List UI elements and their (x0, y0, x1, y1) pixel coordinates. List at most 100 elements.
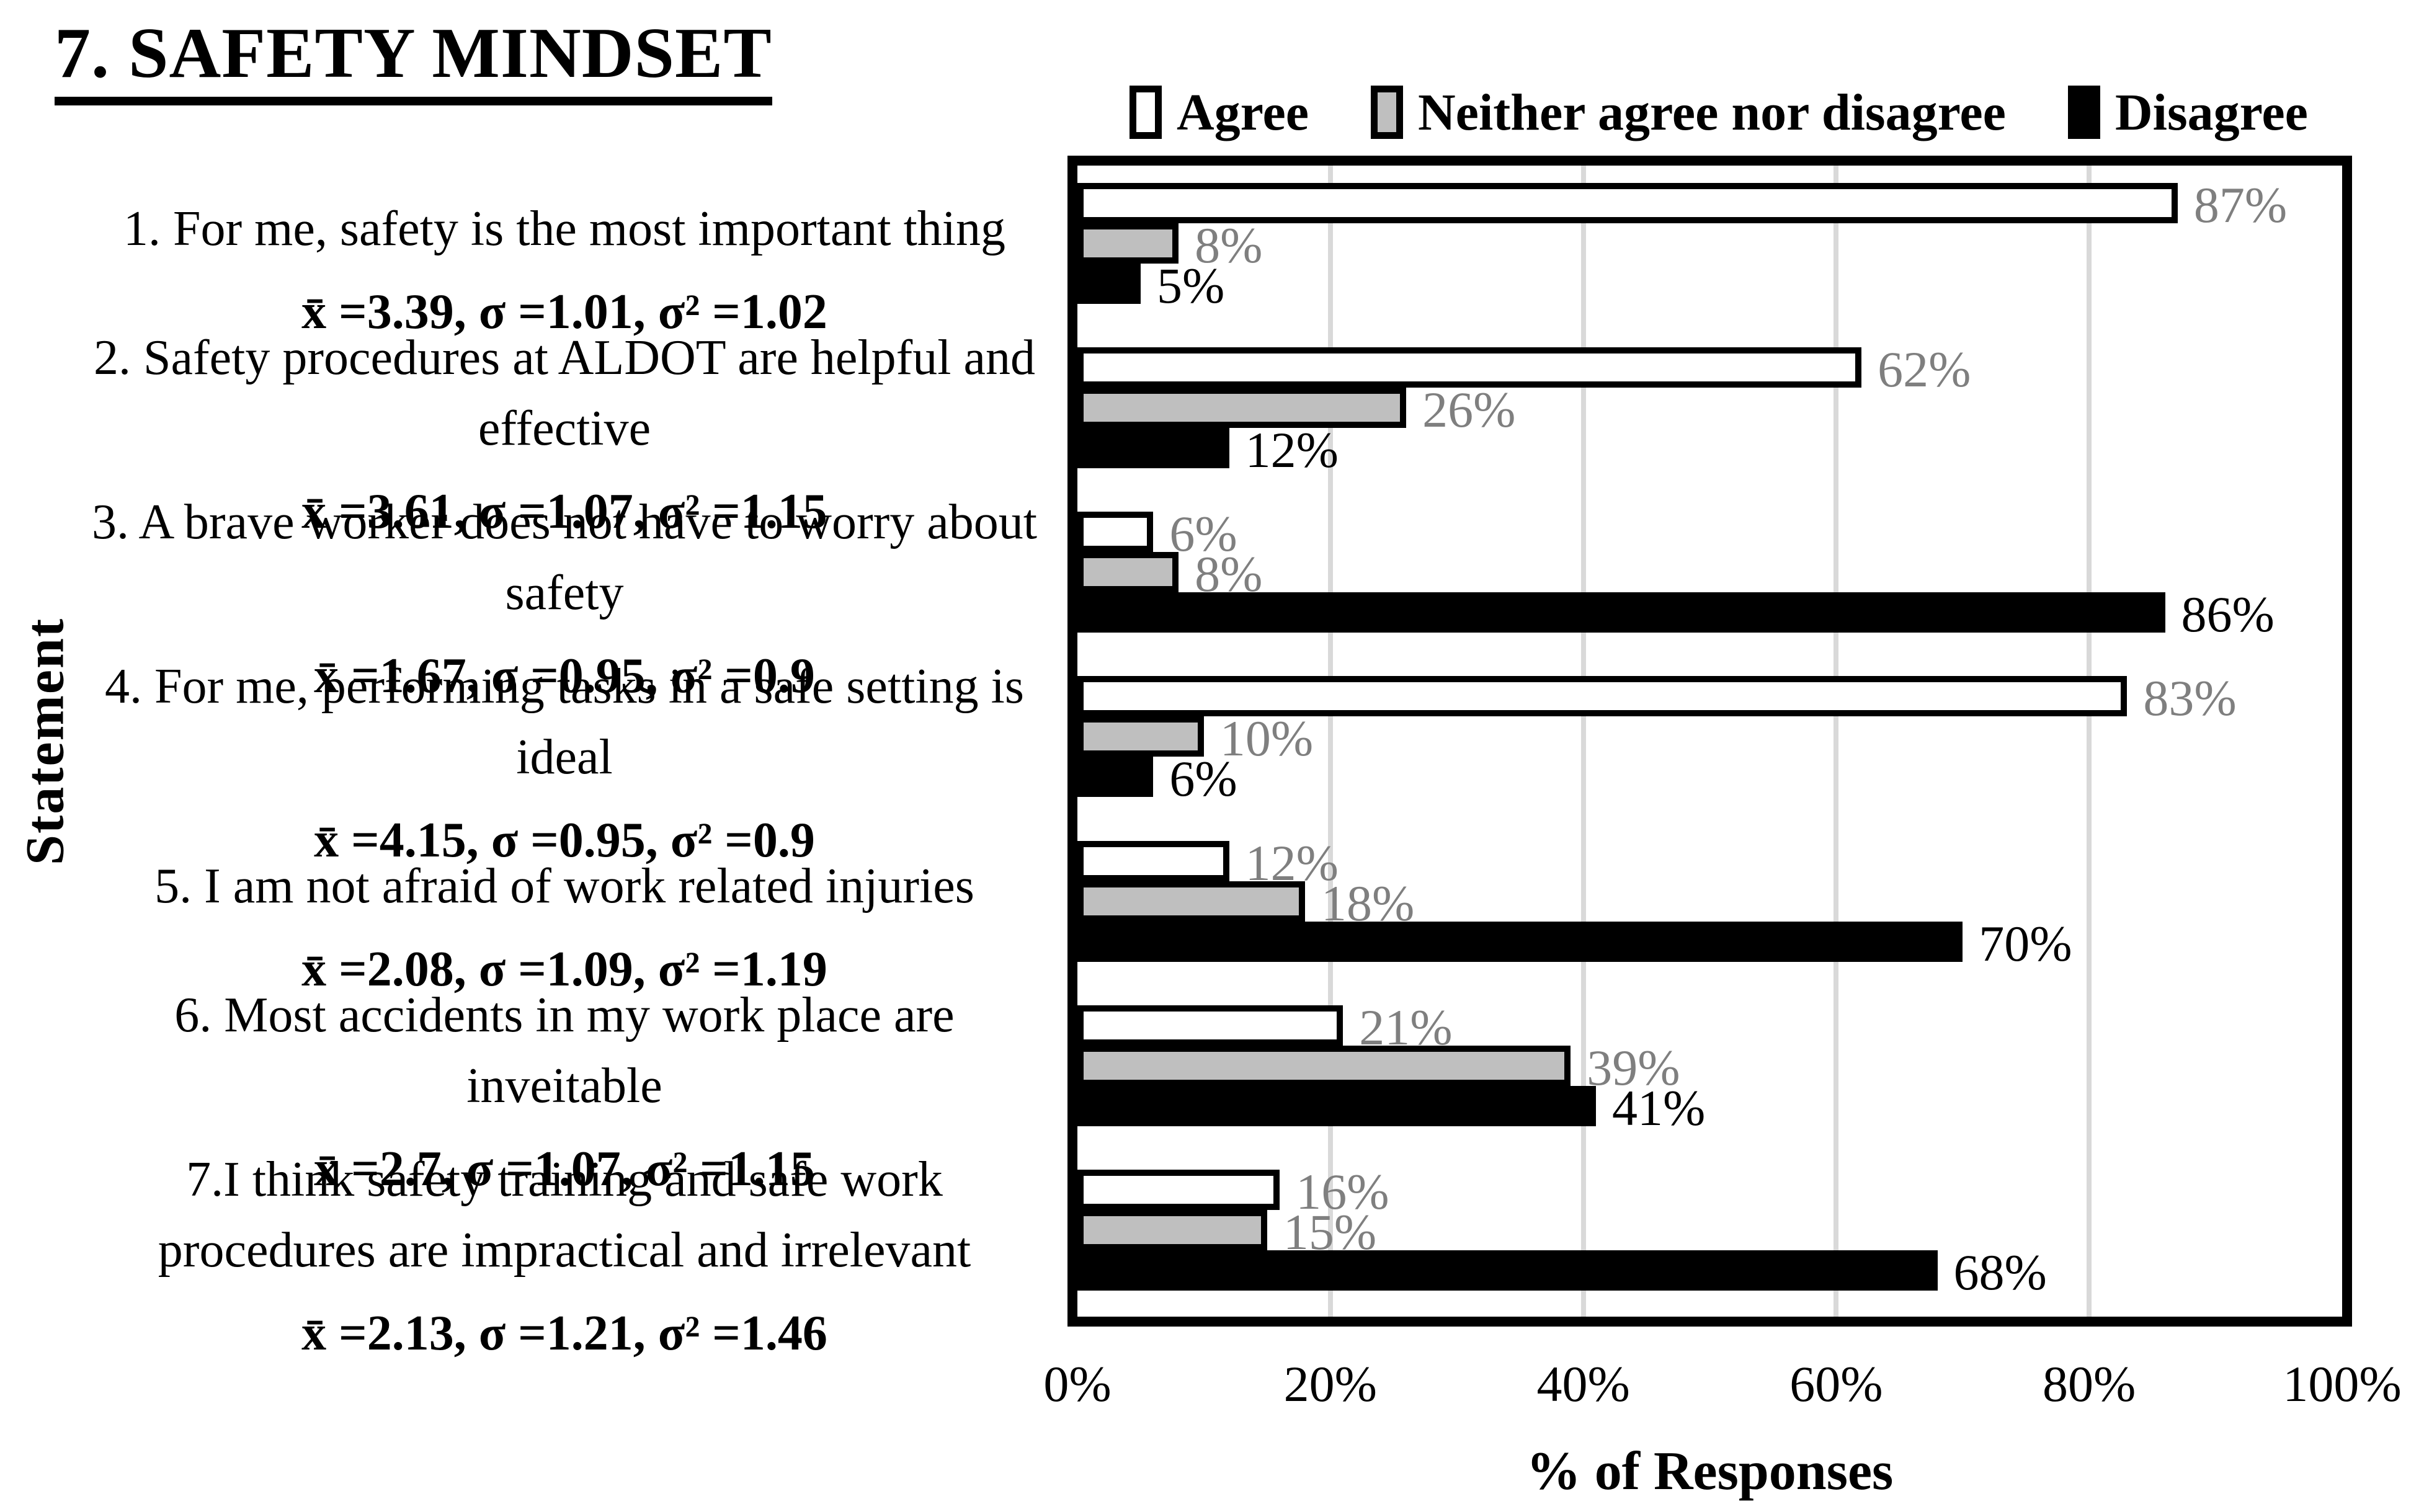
legend-label-agree: Agree (1177, 83, 1309, 141)
x-tick-100: 100% (2283, 1356, 2402, 1412)
bar-group-3: 6% 8% 86% (1077, 494, 2342, 659)
gridline-20 (1327, 166, 1333, 1317)
statement-line: effective (478, 401, 651, 456)
bar-disagree-1 (1077, 264, 1141, 304)
legend-label-disagree: Disagree (2114, 83, 2308, 141)
statement-stats: x̄ =2.7, σ =1.07, σ² =1.15 (314, 1142, 815, 1197)
legend-swatch-agree-icon (1130, 86, 1162, 139)
bar-agree-6 (1077, 1005, 1343, 1046)
legend: Agree Neither agree nor disagree Disagre… (1067, 60, 2370, 165)
legend-item-disagree: Disagree (2067, 82, 2308, 143)
bar-group-6: 21% 39% 41% (1077, 988, 2342, 1152)
bar-group-5: 12% 18% 70% (1077, 824, 2342, 988)
bar-disagree-7 (1077, 1250, 1938, 1291)
category-label-6: 6. Most accidents in my work place are in… (68, 988, 1061, 1196)
category-label-7: 7.I think safety training and safe work p… (68, 1152, 1061, 1361)
x-tick-60: 60% (1789, 1356, 1883, 1412)
statement-stats: x̄ =1.67, σ =0.95, σ² =0.9 (314, 648, 815, 703)
bar-value-label: 8% (1195, 217, 1263, 273)
page-title: 7. SAFETY MINDSET (55, 16, 772, 105)
statement-stats: x̄ =4.15, σ =0.95, σ² =0.9 (314, 813, 815, 868)
category-label-5: 5. I am not afraid of work related injur… (68, 824, 1061, 997)
bar-value-label: 86% (2181, 586, 2275, 643)
bar-value-label: 68% (1953, 1243, 2047, 1301)
statement-line: 7.I think safety training and safe work (186, 1152, 943, 1207)
bar-value-label: 83% (2143, 670, 2237, 727)
bar-agree-2 (1077, 347, 1862, 388)
statement-line: safety (505, 565, 624, 620)
bar-value-label: 62% (1878, 341, 1971, 398)
statement-line: inveitable (466, 1059, 662, 1114)
bar-disagree-6 (1077, 1085, 1596, 1126)
statement-line: 1. For me, safety is the most important … (123, 201, 1006, 256)
category-label-2: 2. Safety procedures at ALDOT are helpfu… (68, 330, 1061, 539)
gridline-layer (1077, 166, 2342, 1317)
bar-disagree-5 (1077, 921, 1963, 962)
bar-agree-3 (1077, 512, 1154, 553)
category-label-4: 4. For me, performing tasks in a safe se… (68, 659, 1061, 868)
x-axis-title: % of Responses (1526, 1441, 1894, 1501)
legend-item-agree: Agree (1130, 82, 1309, 143)
bar-group-4: 83% 10% 6% (1077, 659, 2342, 823)
category-labels-column: 1. For me, safety is the most important … (68, 166, 1061, 1361)
category-label-1: 1. For me, safety is the most important … (68, 166, 1061, 339)
statement-line: 3. A brave worker does not have to worry… (91, 494, 1038, 549)
statement-line: 6. Most accidents in my work place are (174, 988, 955, 1043)
category-label-3: 3. A brave worker does not have to worry… (68, 494, 1061, 703)
bar-neither-6 (1077, 1045, 1571, 1086)
statement-stats: x̄ =3.39, σ =1.01, σ² =1.02 (301, 284, 827, 339)
bar-value-label: 70% (1979, 915, 2072, 972)
bar-value-label: 15% (1283, 1203, 1377, 1260)
statement-stats: x̄ =3.61, σ =1.07, σ² =1.15 (301, 484, 827, 539)
bar-value-label: 5% (1156, 257, 1225, 314)
bar-value-label: 12% (1245, 834, 1339, 891)
bar-value-label: 6% (1169, 750, 1237, 807)
bar-group-7: 16% 15% 68% (1077, 1152, 2342, 1317)
bar-group-1: 87% 8% 5% (1077, 166, 2342, 330)
bar-agree-5 (1077, 840, 1229, 881)
legend-item-neither: Neither agree nor disagree (1371, 82, 2006, 143)
bar-agree-4 (1077, 676, 2128, 717)
bar-value-label: 12% (1245, 422, 1339, 479)
bar-group-2: 62% 26% 12% (1077, 330, 2342, 494)
x-tick-0: 0% (1043, 1356, 1112, 1412)
bar-value-label: 26% (1422, 381, 1516, 438)
bar-disagree-2 (1077, 428, 1229, 469)
statement-line: ideal (516, 730, 613, 785)
bar-agree-1 (1077, 183, 2178, 223)
bar-value-label: 41% (1611, 1079, 1706, 1136)
bar-neither-3 (1077, 552, 1179, 593)
bar-value-label: 21% (1359, 998, 1453, 1056)
bar-value-label: 16% (1296, 1163, 1389, 1220)
bar-value-label: 39% (1587, 1039, 1680, 1096)
x-tick-80: 80% (2043, 1356, 2136, 1412)
bar-neither-2 (1077, 388, 1407, 429)
bar-value-label: 87% (2193, 177, 2288, 233)
legend-swatch-disagree-icon (2067, 86, 2100, 139)
bar-neither-5 (1077, 881, 1306, 922)
statement-stats: x̄ =2.13, σ =1.21, σ² =1.46 (301, 1306, 827, 1361)
bar-neither-7 (1077, 1209, 1267, 1250)
statement-line: 4. For me, performing tasks in a safe se… (105, 659, 1024, 714)
gridline-60 (1834, 166, 1839, 1317)
bar-agree-7 (1077, 1169, 1280, 1210)
bars-layer: 87% 8% 5% 62% 26% 12% 6% 8% 86% 83% 10% 6% 12% 18% 70%… (1077, 166, 2342, 1317)
gridline-40 (1580, 166, 1586, 1317)
bar-disagree-3 (1077, 592, 2165, 633)
gridline-80 (2087, 166, 2092, 1317)
bar-disagree-4 (1077, 757, 1154, 798)
bar-value-label: 10% (1219, 710, 1314, 767)
legend-label-neither: Neither agree nor disagree (1418, 83, 2006, 141)
statement-line: 5. I am not afraid of work related injur… (154, 859, 974, 914)
statement-line: procedures are impractical and irrelevan… (158, 1223, 971, 1278)
statement-stats: x̄ =2.08, σ =1.09, σ² =1.19 (301, 942, 827, 997)
plot-area: 87% 8% 5% 62% 26% 12% 6% 8% 86% 83% 10% 6% 12% 18% 70%… (1067, 156, 2352, 1327)
statement-line: 2. Safety procedures at ALDOT are helpfu… (93, 330, 1035, 385)
bar-value-label: 6% (1169, 505, 1237, 563)
bar-value-label: 8% (1195, 546, 1263, 603)
x-axis-ticks: 0% 20% 40% 60% 80% 100% (1043, 1355, 2401, 1423)
bar-value-label: 18% (1321, 874, 1415, 932)
bar-neither-4 (1077, 716, 1204, 757)
x-tick-40: 40% (1536, 1356, 1630, 1412)
